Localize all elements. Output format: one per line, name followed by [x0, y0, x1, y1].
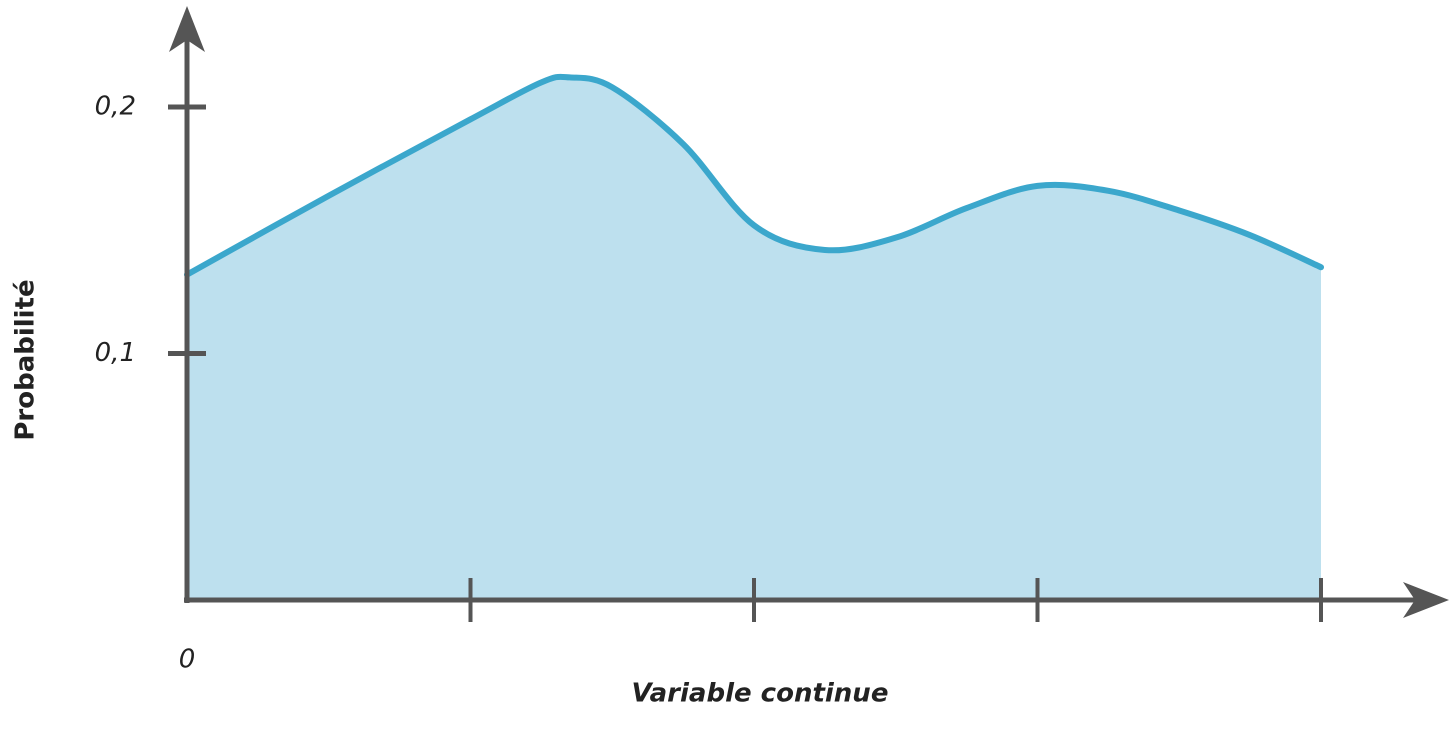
line — [184, 73, 1324, 278]
y-axis-arrow — [169, 6, 205, 52]
y-tick-label: 0,1 — [95, 338, 136, 368]
y-tick-label: 0,2 — [95, 92, 136, 122]
x-axis-label: Variable continue — [632, 679, 889, 709]
y-axis-label: Probabilité — [11, 279, 41, 440]
x-axis-arrow — [1403, 582, 1449, 618]
area — [187, 76, 1321, 600]
x-tick-label: 0 — [179, 645, 196, 675]
